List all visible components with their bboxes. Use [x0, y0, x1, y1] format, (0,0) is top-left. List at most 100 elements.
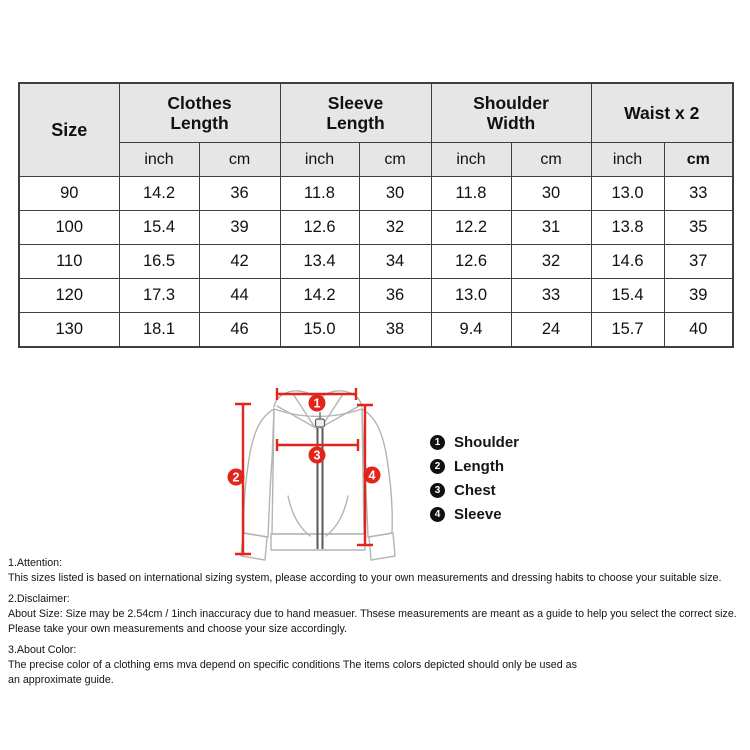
- table-unit-row: inch cm inch cm inch cm inch cm: [19, 142, 734, 177]
- numbered-circle-icon: 2: [430, 458, 445, 474]
- legend-item-chest: 3 Chest: [430, 478, 519, 502]
- measure-cell: 12.6: [430, 244, 512, 279]
- measure-cell: 32: [510, 244, 592, 279]
- note-text: an approximate guide.: [8, 674, 114, 686]
- hoodie-right-cuff: [368, 532, 396, 561]
- numbered-circle-icon: 4: [430, 506, 445, 522]
- numbered-circle-icon: 1: [430, 434, 445, 450]
- column-header-label: Clothes Length: [167, 92, 232, 133]
- measure-cell: 9.4: [430, 312, 512, 348]
- callout-dot-4: [363, 466, 381, 484]
- measure-cell: 14.6: [590, 244, 665, 279]
- section-heading: 1.Attention:: [8, 557, 63, 569]
- measure-cell: 33: [510, 278, 592, 313]
- measure-cell: 13.0: [590, 176, 665, 211]
- table-row: 100 15.4 39 12.6 32 12.2 31 13.8 35: [18, 210, 734, 245]
- about-color-section: 3.About Color: The precise color of a cl…: [8, 643, 745, 688]
- hoodie-hood-fold-right: [321, 393, 344, 427]
- callout-number: 3: [314, 449, 321, 463]
- note-text: This sizes listed is based on internatio…: [8, 572, 722, 584]
- measure-cell: 31: [510, 210, 592, 245]
- hoodie-collar-left: [276, 405, 317, 429]
- measure-cell: 35: [663, 210, 734, 245]
- measure-cell: 16.5: [118, 244, 200, 279]
- size-cell: 130: [18, 312, 120, 348]
- unit-header: inch: [279, 142, 360, 177]
- legend-item-sleeve: 4 Sleeve: [430, 502, 519, 526]
- callout-dot-3: [308, 446, 326, 464]
- measure-cell: 14.2: [279, 278, 360, 313]
- measure-cell: 39: [663, 278, 734, 313]
- unit-header: inch: [118, 142, 200, 177]
- table-row: 120 17.3 44 14.2 36 13.0 33 15.4 39: [18, 278, 734, 313]
- measure-cell: 38: [358, 312, 432, 348]
- unit-header: inch: [590, 142, 665, 177]
- measure-cell: 13.8: [590, 210, 665, 245]
- callout-number: 4: [369, 469, 376, 483]
- column-header-clothes-length: Clothes Length: [118, 82, 281, 143]
- measure-cell: 12.2: [430, 210, 512, 245]
- legend-item-shoulder: 1 Shoulder: [430, 430, 519, 454]
- column-header-label: Sleeve Length: [326, 92, 385, 133]
- unit-header: inch: [430, 142, 512, 177]
- table-row: 110 16.5 42 13.4 34 12.6 32 14.6 37: [18, 244, 734, 279]
- column-header-label: Waist x 2: [624, 102, 700, 123]
- measure-cell: 34: [358, 244, 432, 279]
- column-header-shoulder-width: Shoulder Width: [430, 82, 592, 143]
- measure-cell: 12.6: [279, 210, 360, 245]
- unit-header: cm: [510, 142, 592, 177]
- measure-cell: 13.0: [430, 278, 512, 313]
- measure-cell: 39: [198, 210, 281, 245]
- section-heading: 3.About Color:: [8, 644, 77, 656]
- measure-cell: 11.8: [430, 176, 512, 211]
- footnotes: 1.Attention: This sizes listed is based …: [8, 556, 745, 694]
- table-row: 130 18.1 46 15.0 38 9.4 24 15.7 40: [18, 312, 734, 348]
- callout-number: 1: [314, 397, 321, 411]
- measure-cell: 33: [663, 176, 734, 211]
- callout-number: 2: [233, 471, 240, 485]
- measure-cell: 13.4: [279, 244, 360, 279]
- measure-cell: 36: [198, 176, 281, 211]
- measure-cell: 36: [358, 278, 432, 313]
- size-cell: 120: [18, 278, 120, 313]
- legend-label: Length: [454, 457, 504, 475]
- measure-cell: 11.8: [279, 176, 360, 211]
- hoodie-left-sleeve: [243, 408, 275, 538]
- measure-cell: 37: [663, 244, 734, 279]
- measure-cell: 30: [510, 176, 592, 211]
- unit-header: cm: [198, 142, 281, 177]
- hoodie-right-pocket: [325, 495, 349, 537]
- legend-label: Sleeve: [454, 505, 502, 523]
- measure-cell: 15.0: [279, 312, 360, 348]
- measure-cell: 44: [198, 278, 281, 313]
- measure-cell: 46: [198, 312, 281, 348]
- measure-cell: 15.4: [118, 210, 200, 245]
- unit-header: cm: [358, 142, 432, 177]
- table-row: 90 14.2 36 11.8 30 11.8 30 13.0 33: [18, 176, 734, 211]
- measure-cell: 40: [663, 312, 734, 348]
- size-cell: 100: [18, 210, 120, 245]
- column-header-label: Shoulder Width: [473, 92, 549, 133]
- legend-label: Shoulder: [454, 433, 520, 451]
- note-text: Please take your own measurements and ch…: [8, 623, 348, 635]
- unit-header: cm: [663, 142, 734, 177]
- measure-cell: 30: [358, 176, 432, 211]
- measure-cell: 14.2: [118, 176, 200, 211]
- measure-cell: 17.3: [118, 278, 200, 313]
- note-text: About Size: Size may be 2.54cm / 1inch i…: [8, 608, 737, 620]
- table-header-row: Size Clothes Length Sleeve Length Should…: [18, 82, 734, 177]
- measure-cell: 15.7: [590, 312, 665, 348]
- column-header-waist: Waist x 2: [590, 82, 734, 143]
- callout-dot-1: [308, 394, 326, 412]
- column-header-sleeve-length: Sleeve Length: [279, 82, 432, 143]
- hoodie-collar-right: [319, 405, 360, 429]
- chest-measure-line: [275, 439, 360, 451]
- column-header-size: Size: [18, 82, 120, 177]
- size-cell: 90: [18, 176, 120, 211]
- size-cell: 110: [18, 244, 120, 279]
- measure-cell: 24: [510, 312, 592, 348]
- shoulder-measure-line: [275, 388, 358, 400]
- legend-label: Chest: [454, 481, 496, 499]
- measure-cell: 15.4: [590, 278, 665, 313]
